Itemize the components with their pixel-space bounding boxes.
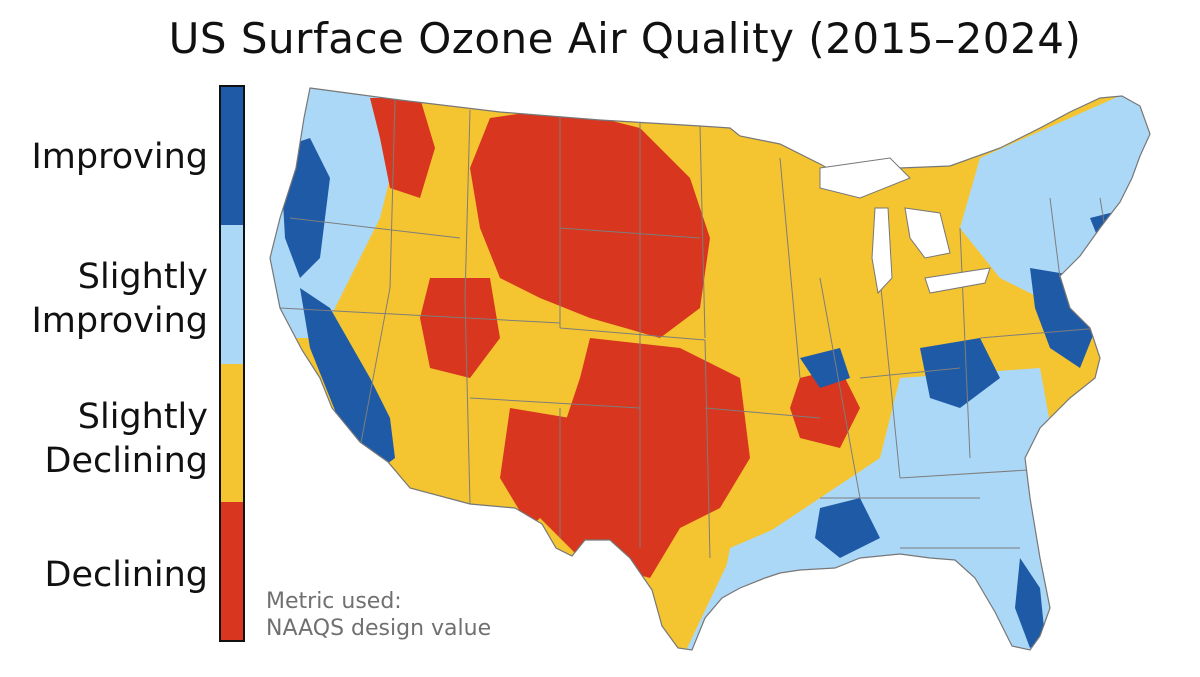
state-boundary-line	[559, 227, 701, 239]
state-boundary-line	[859, 367, 961, 379]
region-appalachia-improving	[920, 338, 1000, 408]
state-boundary-line	[959, 227, 971, 459]
state-boundary-line	[389, 99, 396, 289]
legend-swatch-slightly-improving	[221, 225, 243, 364]
metric-note-line2: NAAQS design value	[266, 616, 492, 641]
state-boundary-line	[559, 327, 706, 341]
state-boundary-line	[704, 339, 711, 559]
metric-note-line1: Metric used:	[266, 589, 402, 614]
legend-color-bar	[219, 85, 245, 642]
state-boundary-line	[279, 307, 561, 324]
state-boundary-line	[289, 217, 461, 239]
state-boundary-line	[819, 277, 861, 499]
region-southern-plains-declining	[520, 338, 750, 578]
legend-label-improving: Improving	[31, 137, 208, 177]
state-boundary-line	[779, 157, 801, 379]
legend-label-slightly-declining: Slightly Declining	[44, 397, 208, 481]
us-ozone-map	[269, 87, 1151, 651]
map-title: US Surface Ozone Air Quality (2015–2024)	[168, 14, 1082, 63]
state-boundary-line	[359, 287, 391, 449]
state-boundary-line	[704, 407, 821, 419]
legend-swatch-slightly-declining	[221, 363, 243, 502]
legend-swatch-declining	[221, 501, 243, 640]
region-louisiana-improving	[815, 498, 880, 558]
lake-huron	[904, 207, 951, 259]
state-boundary-line	[879, 277, 901, 479]
metric-note: Metric used: NAAQS design value	[266, 588, 491, 642]
legend-swatch-improving	[221, 87, 243, 226]
state-boundary-line	[1049, 197, 1061, 279]
lake-erie	[924, 267, 991, 294]
state-boundary-line	[979, 327, 1101, 339]
region-colorado-declining	[420, 278, 500, 378]
state-boundary-line	[469, 397, 641, 409]
region-new-mexico-declining	[500, 408, 570, 528]
state-boundary-line	[464, 297, 471, 505]
region-new-england-improving	[1090, 208, 1140, 268]
region-florida-improving	[1015, 558, 1045, 648]
state-boundary-line	[699, 125, 706, 339]
region-missouri-declining	[790, 368, 860, 448]
legend-label-slightly-improving: Slightly Improving	[31, 257, 208, 341]
region-montana-declining	[370, 98, 435, 198]
region-kentucky-improving	[800, 348, 850, 388]
region-california-improving	[300, 288, 395, 473]
legend-label-declining: Declining	[44, 555, 208, 595]
state-boundary-line	[464, 109, 471, 299]
lake-superior	[819, 157, 911, 199]
lake-michigan	[871, 207, 893, 295]
region-northern-plains-declining	[470, 108, 710, 338]
